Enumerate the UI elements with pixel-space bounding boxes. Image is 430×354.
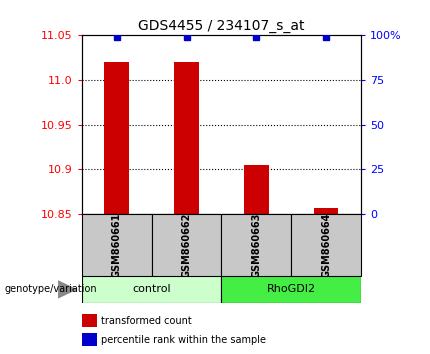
- Text: RhoGDI2: RhoGDI2: [267, 284, 316, 295]
- FancyBboxPatch shape: [221, 276, 361, 303]
- Text: GSM860663: GSM860663: [252, 212, 261, 278]
- FancyBboxPatch shape: [82, 214, 152, 276]
- Title: GDS4455 / 234107_s_at: GDS4455 / 234107_s_at: [138, 19, 305, 33]
- Text: GSM860662: GSM860662: [181, 212, 191, 278]
- Text: GSM860664: GSM860664: [321, 212, 331, 278]
- Bar: [314, 208, 338, 214]
- Text: control: control: [132, 284, 171, 295]
- Bar: [104, 62, 129, 214]
- Bar: [174, 62, 199, 214]
- Bar: [82, 333, 97, 346]
- FancyBboxPatch shape: [292, 214, 361, 276]
- FancyBboxPatch shape: [82, 276, 221, 303]
- Polygon shape: [58, 280, 77, 298]
- FancyBboxPatch shape: [221, 214, 292, 276]
- Bar: [244, 165, 269, 214]
- Text: GSM860661: GSM860661: [112, 212, 122, 278]
- FancyBboxPatch shape: [152, 214, 221, 276]
- Text: genotype/variation: genotype/variation: [4, 284, 97, 295]
- Text: transformed count: transformed count: [101, 316, 192, 326]
- Bar: [82, 314, 97, 327]
- Text: percentile rank within the sample: percentile rank within the sample: [101, 335, 266, 345]
